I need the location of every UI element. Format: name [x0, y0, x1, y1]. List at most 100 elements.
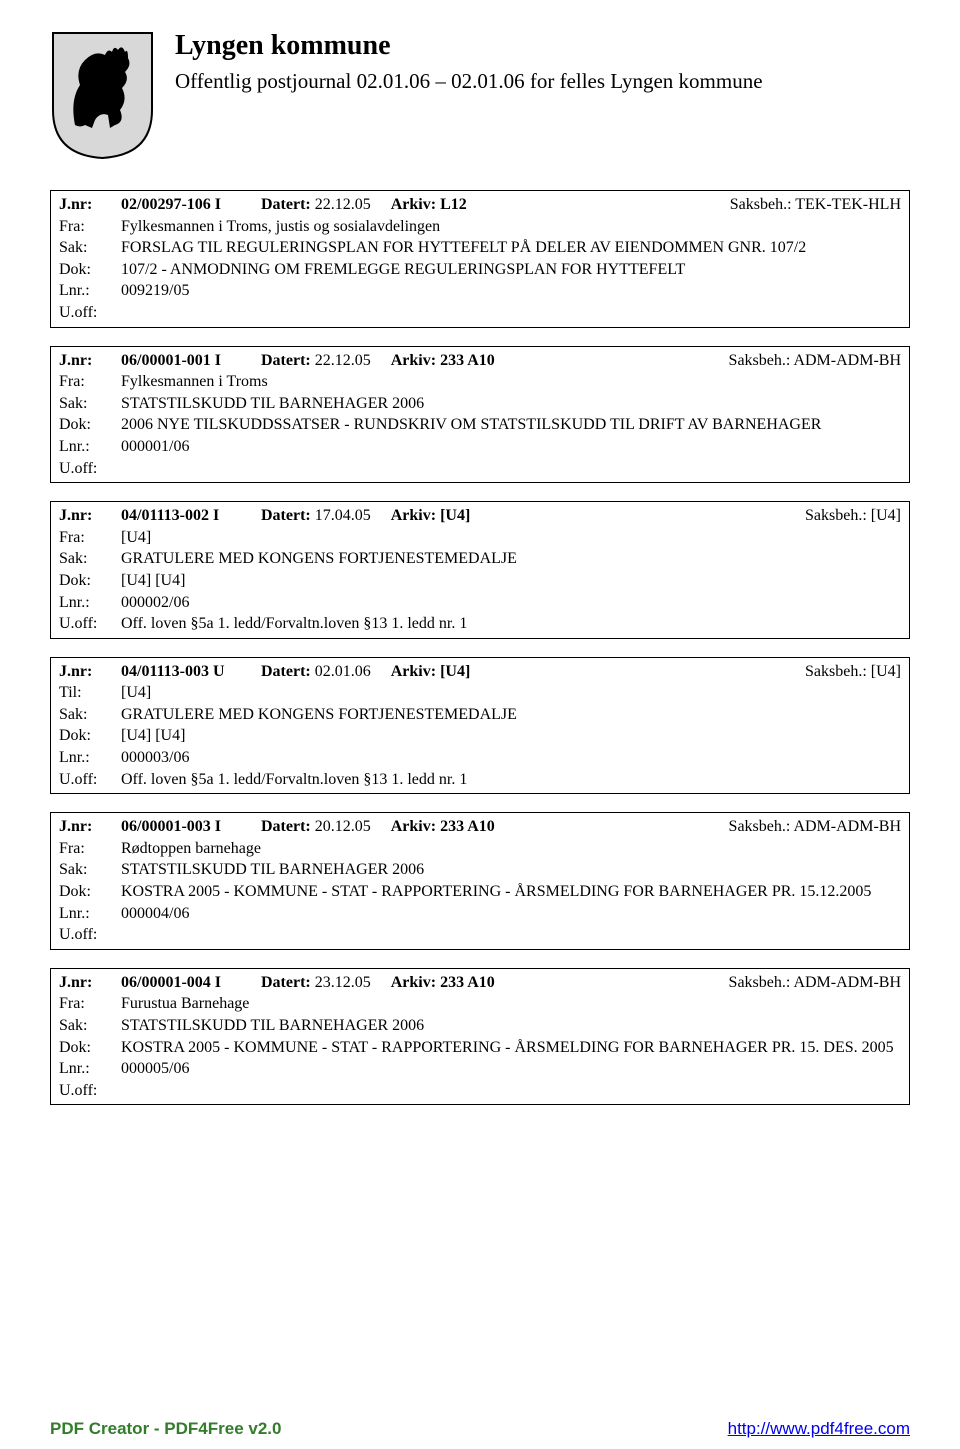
- row-label: U.off:: [59, 924, 121, 946]
- row-label: U.off:: [59, 613, 121, 635]
- entry-row: Fra:Fylkesmannen i Troms, justis og sosi…: [59, 216, 901, 238]
- row-content: KOSTRA 2005 - KOMMUNE - STAT - RAPPORTER…: [121, 881, 901, 903]
- row-content: [121, 924, 901, 946]
- jnr-value: 02/00297-106 I: [121, 194, 261, 216]
- row-label: Dok:: [59, 414, 121, 436]
- arkiv-label: Arkiv:: [391, 972, 436, 994]
- entry-row: Sak:STATSTILSKUDD TIL BARNEHAGER 2006: [59, 859, 901, 881]
- entry-row: U.off:: [59, 1080, 901, 1102]
- shield-logo: [50, 30, 155, 160]
- row-content: STATSTILSKUDD TIL BARNEHAGER 2006: [121, 1015, 901, 1037]
- datert-value: 22.12.05: [315, 350, 371, 372]
- jnr-value: 06/00001-004 I: [121, 972, 261, 994]
- saksbeh-value: Saksbeh.: TEK-TEK-HLH: [730, 194, 901, 216]
- arkiv-value: [U4]: [440, 661, 470, 683]
- row-content: GRATULERE MED KONGENS FORTJENESTEMEDALJE: [121, 548, 901, 570]
- entry-row: U.off:Off. loven §5a 1. ledd/Forvaltn.lo…: [59, 769, 901, 791]
- entry-row: U.off:Off. loven §5a 1. ledd/Forvaltn.lo…: [59, 613, 901, 635]
- entry-row: Sak:STATSTILSKUDD TIL BARNEHAGER 2006: [59, 1015, 901, 1037]
- entry-row: Dok:[U4] [U4]: [59, 725, 901, 747]
- page-title: Lyngen kommune: [175, 30, 910, 62]
- arkiv-value: L12: [440, 194, 467, 216]
- row-label: Sak:: [59, 1015, 121, 1037]
- row-content: Fylkesmannen i Troms, justis og sosialav…: [121, 216, 901, 238]
- footer-link[interactable]: http://www.pdf4free.com: [728, 1419, 910, 1439]
- footer-creator: PDF Creator - PDF4Free v2.0: [50, 1419, 281, 1439]
- saksbeh-value: Saksbeh.: ADM-ADM-BH: [729, 972, 901, 994]
- entry-row: Lnr.:000004/06: [59, 903, 901, 925]
- row-content: STATSTILSKUDD TIL BARNEHAGER 2006: [121, 859, 901, 881]
- jnr-label: J.nr:: [59, 505, 121, 527]
- entry-row: U.off:: [59, 302, 901, 324]
- entry-row: Dok:KOSTRA 2005 - KOMMUNE - STAT - RAPPO…: [59, 881, 901, 903]
- entry-row: Sak:GRATULERE MED KONGENS FORTJENESTEMED…: [59, 704, 901, 726]
- row-content: Furustua Barnehage: [121, 993, 901, 1015]
- arkiv-label: Arkiv:: [391, 194, 436, 216]
- journal-entry: J.nr:06/00001-004 IDatert: 23.12.05Arkiv…: [50, 968, 910, 1106]
- datert-value: 23.12.05: [315, 972, 371, 994]
- datert-label: Datert:: [261, 505, 311, 527]
- row-content: KOSTRA 2005 - KOMMUNE - STAT - RAPPORTER…: [121, 1037, 901, 1059]
- row-label: Sak:: [59, 548, 121, 570]
- jnr-label: J.nr:: [59, 350, 121, 372]
- row-label: Dok:: [59, 1037, 121, 1059]
- entry-row: U.off:: [59, 924, 901, 946]
- row-content: GRATULERE MED KONGENS FORTJENESTEMEDALJE: [121, 704, 901, 726]
- datert-value: 02.01.06: [315, 661, 371, 683]
- row-content: Rødtoppen barnehage: [121, 838, 901, 860]
- arkiv-label: Arkiv:: [391, 816, 436, 838]
- datert-value: 22.12.05: [315, 194, 371, 216]
- jnr-value: 04/01113-002 I: [121, 505, 261, 527]
- entry-row: Lnr.:000001/06: [59, 436, 901, 458]
- row-content: 009219/05: [121, 280, 901, 302]
- entry-row: Sak:GRATULERE MED KONGENS FORTJENESTEMED…: [59, 548, 901, 570]
- row-label: U.off:: [59, 1080, 121, 1102]
- page-header: Lyngen kommune Offentlig postjournal 02.…: [50, 30, 910, 160]
- row-content: [121, 1080, 901, 1102]
- row-label: U.off:: [59, 302, 121, 324]
- saksbeh-value: Saksbeh.: [U4]: [805, 661, 901, 683]
- entry-row: Dok:107/2 - ANMODNING OM FREMLEGGE REGUL…: [59, 259, 901, 281]
- datert-label: Datert:: [261, 194, 311, 216]
- page-footer: PDF Creator - PDF4Free v2.0 http://www.p…: [50, 1419, 910, 1439]
- entry-header-row: J.nr:04/01113-003 UDatert: 02.01.06Arkiv…: [59, 661, 901, 683]
- row-content: [121, 458, 901, 480]
- row-label: Lnr.:: [59, 747, 121, 769]
- journal-entry: J.nr:04/01113-002 IDatert: 17.04.05Arkiv…: [50, 501, 910, 639]
- jnr-label: J.nr:: [59, 194, 121, 216]
- header-text: Lyngen kommune Offentlig postjournal 02.…: [175, 30, 910, 95]
- row-label: Dok:: [59, 725, 121, 747]
- entry-header-row: J.nr:06/00001-001 IDatert: 22.12.05Arkiv…: [59, 350, 901, 372]
- row-label: Dok:: [59, 259, 121, 281]
- row-label: Lnr.:: [59, 592, 121, 614]
- row-content: 107/2 - ANMODNING OM FREMLEGGE REGULERIN…: [121, 259, 901, 281]
- entry-row: Fra:Rødtoppen barnehage: [59, 838, 901, 860]
- row-content: [U4] [U4]: [121, 570, 901, 592]
- row-content: [U4]: [121, 682, 901, 704]
- jnr-value: 06/00001-001 I: [121, 350, 261, 372]
- row-content: 000002/06: [121, 592, 901, 614]
- arkiv-value: 233 A10: [440, 816, 495, 838]
- saksbeh-value: Saksbeh.: ADM-ADM-BH: [729, 816, 901, 838]
- page-subtitle: Offentlig postjournal 02.01.06 – 02.01.0…: [175, 68, 910, 95]
- row-content: STATSTILSKUDD TIL BARNEHAGER 2006: [121, 393, 901, 415]
- entry-row: Fra:Fylkesmannen i Troms: [59, 371, 901, 393]
- jnr-value: 06/00001-003 I: [121, 816, 261, 838]
- entry-header-row: J.nr:06/00001-004 IDatert: 23.12.05Arkiv…: [59, 972, 901, 994]
- row-label: Sak:: [59, 237, 121, 259]
- arkiv-label: Arkiv:: [391, 350, 436, 372]
- row-label: Fra:: [59, 993, 121, 1015]
- jnr-label: J.nr:: [59, 972, 121, 994]
- row-label: Lnr.:: [59, 280, 121, 302]
- jnr-label: J.nr:: [59, 816, 121, 838]
- row-label: Lnr.:: [59, 903, 121, 925]
- datert-value: 17.04.05: [315, 505, 371, 527]
- entry-row: Dok:KOSTRA 2005 - KOMMUNE - STAT - RAPPO…: [59, 1037, 901, 1059]
- entry-row: U.off:: [59, 458, 901, 480]
- row-label: Sak:: [59, 393, 121, 415]
- row-content: 000003/06: [121, 747, 901, 769]
- datert-label: Datert:: [261, 816, 311, 838]
- entry-row: Lnr.:000003/06: [59, 747, 901, 769]
- arkiv-value: 233 A10: [440, 350, 495, 372]
- entry-header-row: J.nr:06/00001-003 IDatert: 20.12.05Arkiv…: [59, 816, 901, 838]
